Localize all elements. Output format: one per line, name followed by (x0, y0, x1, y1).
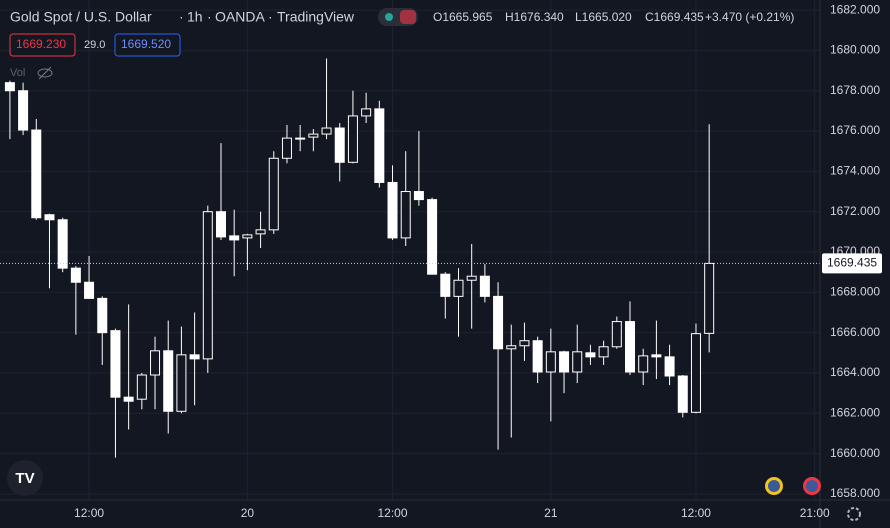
candle-body (84, 281, 95, 299)
candle-body (4, 82, 15, 92)
candle-body (281, 137, 292, 159)
candle-body (611, 321, 622, 348)
candle-body (18, 90, 29, 131)
spread: 29.0 (84, 39, 105, 51)
source: TradingView (277, 9, 355, 25)
candle-body (559, 351, 570, 373)
tv-logo[interactable]: TV (7, 460, 43, 496)
candle-body (57, 219, 68, 269)
bid-box[interactable] (9, 33, 76, 57)
market-status (385, 13, 393, 21)
candle-body (31, 129, 42, 219)
y-tick-label: 1660.000 (830, 446, 880, 460)
candle-body (519, 340, 530, 347)
y-tick-label: 1666.000 (830, 325, 880, 339)
x-tick-label: 12:00 (681, 506, 711, 520)
candle-body (374, 108, 385, 183)
x-tick-label: 20 (241, 506, 255, 520)
candle-body (493, 295, 504, 350)
y-tick-label: 1674.000 (830, 164, 880, 178)
ohlc-high: H1676.340 (505, 10, 564, 24)
candle-body (176, 354, 187, 412)
sep: · (268, 9, 273, 25)
change: +3.470 (+0.21%) (705, 10, 794, 24)
x-tick-label: 21:00 (800, 506, 830, 520)
candle-body (638, 355, 649, 373)
last-price-box (822, 253, 882, 274)
alert-flag[interactable] (400, 10, 416, 24)
hide-volume-icon[interactable] (37, 66, 53, 80)
candle-body (704, 262, 715, 334)
candle-body (651, 354, 662, 358)
candle-body (123, 396, 134, 402)
volume-label: Vol (10, 67, 25, 79)
candle-body (44, 214, 55, 221)
candle-body (215, 211, 226, 238)
y-tick-label: 1676.000 (830, 123, 880, 137)
interval[interactable]: 1h (187, 9, 203, 25)
candle-body (70, 267, 81, 283)
ask[interactable]: 1669.520 (121, 37, 171, 51)
y-tick-label: 1672.000 (830, 204, 880, 218)
settings-icon[interactable] (847, 507, 861, 521)
candle-body (506, 345, 517, 350)
candle-body (598, 346, 609, 358)
ohlc-close: C1669.435 (645, 10, 704, 24)
candle-body (532, 340, 543, 373)
y-tick-label: 1682.000 (830, 2, 880, 16)
y-tick-label: 1664.000 (830, 365, 880, 379)
y-tick-label: 1658.000 (830, 486, 880, 500)
candle-body (229, 235, 240, 241)
bid[interactable]: 1669.230 (16, 37, 66, 51)
candle-body (440, 273, 451, 297)
y-tick-label: 1680.000 (830, 43, 880, 57)
candle-body (572, 351, 583, 373)
candle-body (321, 127, 332, 135)
candle-body (361, 108, 372, 117)
x-tick-label: 12:00 (378, 506, 408, 520)
candle-body (268, 157, 279, 231)
candle-body (97, 297, 108, 334)
candle-body (347, 115, 358, 163)
candle-body (308, 133, 319, 138)
candle-body (163, 350, 174, 412)
candle-body (189, 354, 200, 360)
candle-body (453, 279, 464, 297)
ohlc-low: L1665.020 (575, 10, 632, 24)
x-tick-label: 12:00 (74, 506, 104, 520)
candle-body (545, 351, 556, 373)
candle-body (479, 275, 490, 297)
candle-body (295, 137, 306, 140)
candle-body (427, 199, 438, 275)
last-price-label: 1669.435 (827, 256, 877, 270)
candle-body (677, 375, 688, 413)
candle-body (110, 330, 121, 398)
candle-body (150, 350, 161, 376)
y-tick-label: 1678.000 (830, 83, 880, 97)
y-tick-label: 1668.000 (830, 285, 880, 299)
svg-text:TV: TV (15, 470, 34, 487)
candle-body (334, 127, 345, 163)
sep: · (179, 9, 184, 25)
candle-body (242, 234, 253, 239)
y-tick-label: 1662.000 (830, 405, 880, 419)
sep: · (207, 9, 212, 25)
candle-body (202, 211, 213, 360)
candle-body (625, 321, 636, 373)
candle-body (255, 229, 266, 235)
ohlc-open: O1665.965 (433, 10, 493, 24)
candle-body (400, 191, 411, 239)
candle-body (664, 356, 675, 377)
candle-body (136, 374, 147, 400)
symbol[interactable]: Gold Spot / U.S. Dollar (10, 9, 152, 25)
x-tick-label: 21 (544, 506, 558, 520)
candle-body (466, 275, 477, 281)
candle-body (413, 191, 424, 201)
candle-body (690, 333, 701, 413)
candle-body (387, 181, 398, 239)
candle-body (585, 352, 596, 358)
exchange: OANDA (215, 9, 265, 25)
ask-box[interactable] (114, 33, 181, 57)
